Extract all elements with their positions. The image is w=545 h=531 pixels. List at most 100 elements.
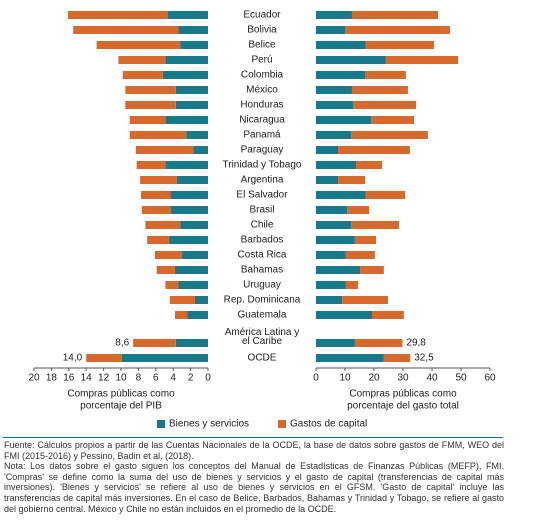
category-label: Argentina — [241, 175, 284, 186]
bar — [354, 339, 403, 347]
bar — [316, 266, 361, 274]
bar — [338, 176, 366, 184]
bar — [96, 41, 181, 49]
bar — [156, 266, 175, 274]
total-label: 14,0 — [63, 353, 83, 364]
x-axis-label: porcentaje del gasto total — [347, 401, 459, 412]
bar — [345, 281, 359, 289]
bar — [316, 251, 346, 259]
category-label: OCDE — [248, 353, 277, 364]
bar — [174, 311, 188, 319]
bar — [316, 339, 355, 347]
x-tick-label: 10 — [115, 373, 127, 384]
bar — [180, 221, 208, 229]
x-tick-label: 10 — [339, 373, 351, 384]
bar — [129, 116, 166, 124]
x-tick-label: 50 — [455, 373, 467, 384]
bar — [316, 206, 348, 214]
bar — [316, 56, 386, 64]
bar — [135, 146, 194, 154]
bar — [316, 41, 366, 49]
x-tick-label: 20 — [28, 373, 40, 384]
legend-label: Bienes y servicios — [169, 419, 249, 430]
bar — [347, 206, 370, 214]
category-label: Ecuador — [243, 10, 281, 21]
bar — [316, 161, 357, 169]
x-axis-label: Compras públicas como — [349, 389, 457, 400]
x-tick-label: 40 — [426, 373, 438, 384]
category-label: México — [246, 85, 278, 96]
bar — [175, 86, 208, 94]
category-label: Barbados — [241, 235, 284, 246]
bar — [170, 191, 208, 199]
bar — [168, 236, 208, 244]
legend-label: Gastos de capital — [290, 419, 367, 430]
bar — [165, 281, 179, 289]
x-axis-label: porcentaje del PIB — [80, 401, 162, 412]
category-label: Belice — [248, 40, 276, 51]
bar — [353, 101, 417, 109]
bar — [162, 71, 208, 79]
bar — [316, 176, 339, 184]
category-label: Bahamas — [241, 265, 283, 276]
bar — [174, 266, 208, 274]
source-text: Fuente: Cálculos propios a partir de las… — [4, 440, 504, 461]
category-label: Chile — [251, 220, 274, 231]
bar — [351, 221, 399, 229]
chart: Ecuador Bolivia Belice Perú Colombia México Ho… — [28, 10, 496, 430]
bar — [175, 101, 208, 109]
category-label: El Salvador — [236, 190, 288, 201]
category-label: Rep. Dominicana — [224, 295, 301, 306]
bar — [316, 116, 372, 124]
bar — [125, 86, 176, 94]
bar — [360, 266, 384, 274]
category-label: Costa Rica — [238, 250, 287, 261]
bar — [136, 161, 166, 169]
bar — [351, 11, 439, 19]
bar — [178, 281, 208, 289]
total-label: 32,5 — [414, 353, 434, 364]
bar — [342, 296, 388, 304]
bar — [316, 11, 352, 19]
bar — [316, 296, 343, 304]
x-tick-label: 2 — [188, 373, 194, 384]
bar — [354, 236, 377, 244]
bar — [133, 339, 176, 347]
bar — [118, 56, 166, 64]
bar — [187, 311, 208, 319]
bar — [121, 354, 208, 362]
bar — [181, 251, 208, 259]
bar — [316, 311, 372, 319]
bar — [193, 146, 208, 154]
bar — [365, 41, 435, 49]
bar — [86, 354, 122, 362]
bar — [338, 146, 410, 154]
bar — [316, 354, 384, 362]
bar — [140, 176, 177, 184]
bar — [178, 26, 208, 34]
x-tick-label: 0 — [313, 373, 319, 384]
bar — [154, 251, 182, 259]
x-tick-label: 4 — [170, 373, 176, 384]
category-label: Uruguay — [243, 280, 281, 291]
category-label: Perú — [251, 55, 272, 66]
bar — [351, 86, 408, 94]
notes: Fuente: Cálculos propios a partir de las… — [4, 440, 504, 514]
x-tick-label: 60 — [484, 373, 496, 384]
bar — [316, 191, 366, 199]
bar — [345, 26, 450, 34]
bar — [125, 101, 176, 109]
x-tick-label: 30 — [397, 373, 409, 384]
bar — [345, 251, 375, 259]
bar — [141, 191, 171, 199]
bar — [316, 221, 352, 229]
x-tick-label: 18 — [46, 373, 58, 384]
total-label: 29,8 — [406, 338, 426, 349]
bar — [170, 206, 208, 214]
bar — [73, 26, 179, 34]
bar — [316, 71, 366, 79]
bar — [351, 131, 428, 139]
bar — [383, 354, 411, 362]
bar — [176, 176, 208, 184]
